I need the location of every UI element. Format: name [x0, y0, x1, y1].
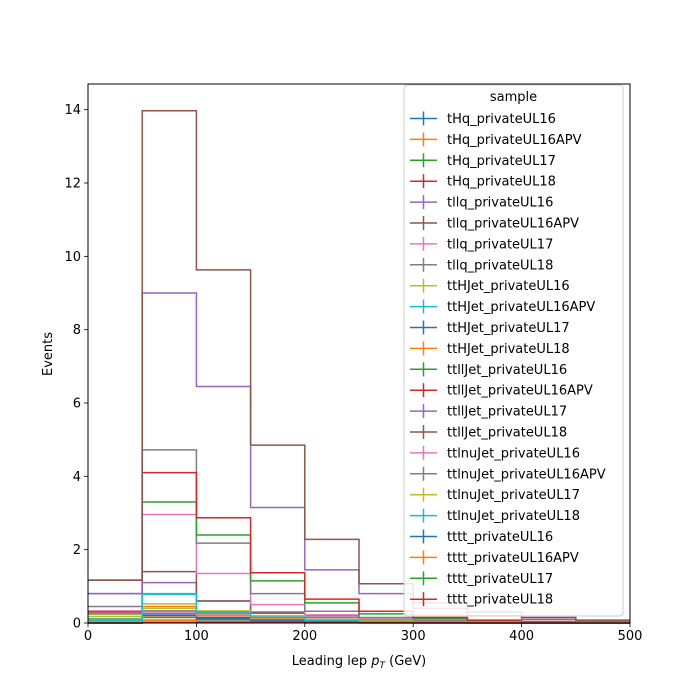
legend-label: tHq_privateUL16 — [447, 112, 556, 127]
legend-label: ttllJet_privateUL16 — [447, 363, 567, 378]
legend-label: ttHJet_privateUL16 — [447, 279, 570, 294]
x-tick-label: 100 — [184, 629, 209, 644]
legend-entry: tttt_privateUL17 — [410, 571, 553, 587]
x-axis-label-main: Leading lep — [292, 654, 371, 669]
series-ttllJet_privateUL16APV — [88, 471, 630, 624]
y-tick-label: 2 — [73, 543, 81, 558]
legend-label: tHq_privateUL17 — [447, 154, 556, 169]
legend-entry: ttHJet_privateUL16 — [410, 278, 570, 294]
legend-label: tllq_privateUL18 — [447, 258, 553, 273]
axes-frame — [87, 83, 631, 624]
legend-entry: tHq_privateUL17 — [410, 153, 556, 169]
legend-label: tttt_privateUL16APV — [447, 551, 579, 566]
y-tick-label: 10 — [64, 250, 81, 265]
legend-label: ttHJet_privateUL17 — [447, 321, 570, 336]
legend-entry: ttllJet_privateUL16APV — [410, 383, 593, 399]
y-axis-ticks: 0 2 4 6 8 10 12 14 — [64, 103, 88, 632]
legend-label: ttlnuJet_privateUL16 — [447, 446, 580, 461]
legend-entry: tHq_privateUL16 — [410, 111, 556, 127]
legend-entry: ttllJet_privateUL18 — [410, 425, 567, 441]
legend-label: ttHJet_privateUL18 — [447, 342, 570, 357]
legend-entry: ttllJet_privateUL16 — [410, 362, 567, 378]
legend-label: ttllJet_privateUL18 — [447, 426, 567, 441]
legend: sample tHq_privateUL16 tHq_privateUL16APV… — [403, 84, 624, 617]
legend-entry: tllq_privateUL16APV — [410, 216, 579, 232]
legend-label: tttt_privateUL16 — [447, 530, 553, 545]
y-tick-label: 4 — [73, 470, 81, 485]
legend-entry: tttt_privateUL16APV — [410, 550, 579, 566]
legend-entry: tllq_privateUL16 — [410, 195, 553, 211]
legend-entries: tHq_privateUL16 tHq_privateUL16APV tHq_pri… — [410, 111, 606, 608]
legend-entry: tttt_privateUL16 — [410, 529, 553, 545]
legend-entry: tttt_privateUL18 — [410, 592, 553, 608]
legend-label: ttHJet_privateUL16APV — [447, 300, 595, 315]
legend-label: ttllJet_privateUL17 — [447, 405, 567, 420]
legend-entry: ttlnuJet_privateUL16 — [410, 445, 580, 461]
legend-entry: tllq_privateUL17 — [410, 236, 553, 252]
x-tick-label: 500 — [618, 629, 643, 644]
legend-entry: ttHJet_privateUL18 — [410, 341, 570, 357]
y-tick-label: 12 — [64, 177, 81, 192]
x-tick-label: 200 — [292, 629, 317, 644]
legend-entry: ttlnuJet_privateUL17 — [410, 487, 580, 503]
legend-entry: tHq_privateUL16APV — [410, 132, 582, 148]
legend-entry: ttlnuJet_privateUL16APV — [410, 466, 606, 482]
legend-frame — [403, 84, 624, 617]
x-axis-ticks: 0 100 200 300 400 500 — [84, 623, 643, 644]
x-axis-label-p: p — [370, 654, 379, 669]
y-tick-label: 6 — [73, 397, 81, 412]
legend-entry: ttHJet_privateUL17 — [410, 320, 570, 336]
x-tick-label: 0 — [84, 629, 92, 644]
legend-label: tllq_privateUL16 — [447, 196, 553, 211]
legend-label: ttlnuJet_privateUL17 — [447, 488, 580, 503]
legend-label: tHq_privateUL18 — [447, 175, 556, 190]
y-axis-label: Events — [41, 332, 56, 376]
legend-label: ttllJet_privateUL16APV — [447, 384, 593, 399]
y-tick-label: 0 — [73, 617, 81, 632]
legend-label: tttt_privateUL17 — [447, 572, 553, 587]
x-tick-label: 400 — [509, 629, 534, 644]
x-axis-label-sub: T — [379, 661, 386, 671]
series-ttllJet_privateUL18 — [88, 110, 630, 621]
x-axis-label: Leading lep pT (GeV) — [292, 654, 426, 671]
legend-label: tttt_privateUL18 — [447, 593, 553, 608]
legend-title: sample — [490, 90, 537, 105]
legend-label: tHq_privateUL16APV — [447, 133, 582, 148]
legend-entry: ttHJet_privateUL16APV — [410, 299, 595, 315]
y-tick-label: 8 — [73, 323, 81, 338]
legend-entry: ttllJet_privateUL17 — [410, 404, 567, 420]
legend-label: tllq_privateUL17 — [447, 237, 553, 252]
legend-label: tllq_privateUL16APV — [447, 217, 579, 232]
legend-label: ttlnuJet_privateUL16APV — [447, 467, 606, 482]
legend-entry: tHq_privateUL18 — [410, 174, 556, 190]
x-axis-label-unit: (GeV) — [385, 654, 426, 669]
legend-entry: tllq_privateUL18 — [410, 257, 553, 273]
legend-entry: ttlnuJet_privateUL18 — [410, 508, 580, 524]
x-tick-label: 300 — [401, 629, 426, 644]
legend-label: ttlnuJet_privateUL18 — [447, 509, 580, 524]
y-tick-label: 14 — [64, 103, 81, 118]
